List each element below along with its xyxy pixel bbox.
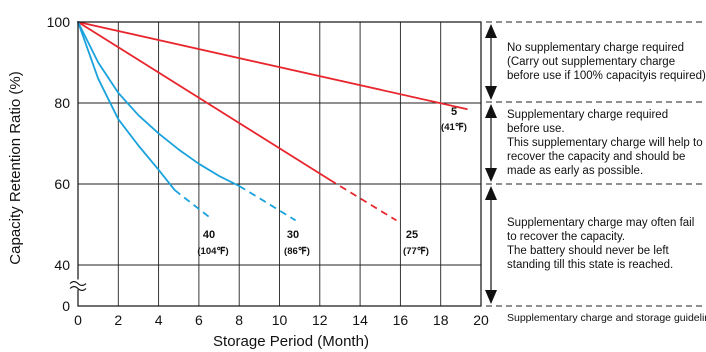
- guidelines-caption: Supplementary charge and storage guideli…: [507, 312, 706, 324]
- axes: 0 2 4 6 8 10 12 14 16 18 20 0 40 60 80 100: [47, 14, 489, 328]
- arrow-zone-low: [485, 186, 497, 304]
- zone-low-text-4: standing till this state is reached.: [507, 259, 673, 271]
- temp-label-40: 40 (104℉): [197, 229, 228, 257]
- zone-mid-text-1: Supplementary charge required: [507, 109, 668, 121]
- x-tick-16: 16: [393, 312, 409, 328]
- axis-break-mask: [69, 279, 87, 290]
- series-line-25-dashed: [329, 179, 397, 222]
- temp-label-5: 5 (41℉): [441, 106, 467, 133]
- series-line-30: [77, 21, 241, 187]
- temp-label-25-c: 25: [406, 229, 418, 241]
- x-tick-20: 20: [473, 312, 489, 328]
- zone-mid-text-5: made as early as possible.: [507, 165, 643, 177]
- zone-mid-text-2: before use.: [507, 123, 565, 135]
- arrow-zone-top: [485, 24, 497, 100]
- series-line-5: [77, 21, 468, 110]
- zone-low-text-1: Supplementary charge may often fail: [507, 217, 694, 229]
- y-axis-label: Capacity Retention Ratio (%): [7, 71, 24, 264]
- x-tick-12: 12: [312, 312, 328, 328]
- plot-frame: [77, 21, 482, 307]
- series-line-40: [77, 21, 176, 191]
- x-tick-10: 10: [272, 312, 288, 328]
- x-tick-18: 18: [433, 312, 449, 328]
- x-tick-0: 0: [74, 312, 82, 328]
- x-axis-label: Storage Period (Month): [213, 333, 369, 350]
- temp-label-30: 30 (86℉): [284, 229, 310, 257]
- zone-mid-text-3: This supplementary charge will help to: [507, 137, 703, 149]
- temp-label-25: 25 (77℉): [403, 229, 429, 257]
- y-tick-0: 0: [62, 298, 70, 314]
- temp-label-5-f: (41℉): [441, 122, 467, 133]
- temp-label-40-f: (104℉): [197, 246, 228, 257]
- arrow-zone-mid: [485, 104, 497, 182]
- x-tick-2: 2: [114, 312, 122, 328]
- temp-label-25-f: (77℉): [403, 246, 429, 257]
- series-line-25: [77, 21, 331, 181]
- x-tick-8: 8: [235, 312, 243, 328]
- x-tick-14: 14: [352, 312, 368, 328]
- zone-top-text-3: before use if 100% capacityis required): [507, 70, 706, 82]
- temp-label-30-f: (86℉): [284, 246, 310, 257]
- grid: [78, 22, 481, 306]
- temp-label-30-c: 30: [287, 229, 299, 241]
- y-tick-80: 80: [54, 95, 70, 111]
- series-line-30-dashed: [238, 185, 297, 222]
- zone-low-text-3: The battery should never be left: [507, 245, 670, 257]
- temp-label-5-c: 5: [451, 106, 457, 118]
- guidelines-panel: No supplementary charge required (Carry …: [485, 21, 706, 324]
- y-tick-40: 40: [54, 257, 70, 273]
- series-layer: [77, 21, 468, 222]
- zone-top-text-2: (Carry out supplementary charge: [507, 56, 675, 68]
- series-line-40-dashed: [174, 189, 212, 220]
- y-tick-100: 100: [47, 14, 71, 30]
- zone-low-text-2: to recover the capacity.: [507, 231, 625, 243]
- zone-mid-text-4: recover the capacity and should be: [507, 151, 685, 163]
- zone-top-text-1: No supplementary charge required: [507, 42, 684, 54]
- temp-label-40-c: 40: [203, 229, 215, 241]
- y-tick-60: 60: [54, 176, 70, 192]
- axis-break-icon: [69, 280, 87, 292]
- x-tick-6: 6: [195, 312, 203, 328]
- x-tick-4: 4: [155, 312, 163, 328]
